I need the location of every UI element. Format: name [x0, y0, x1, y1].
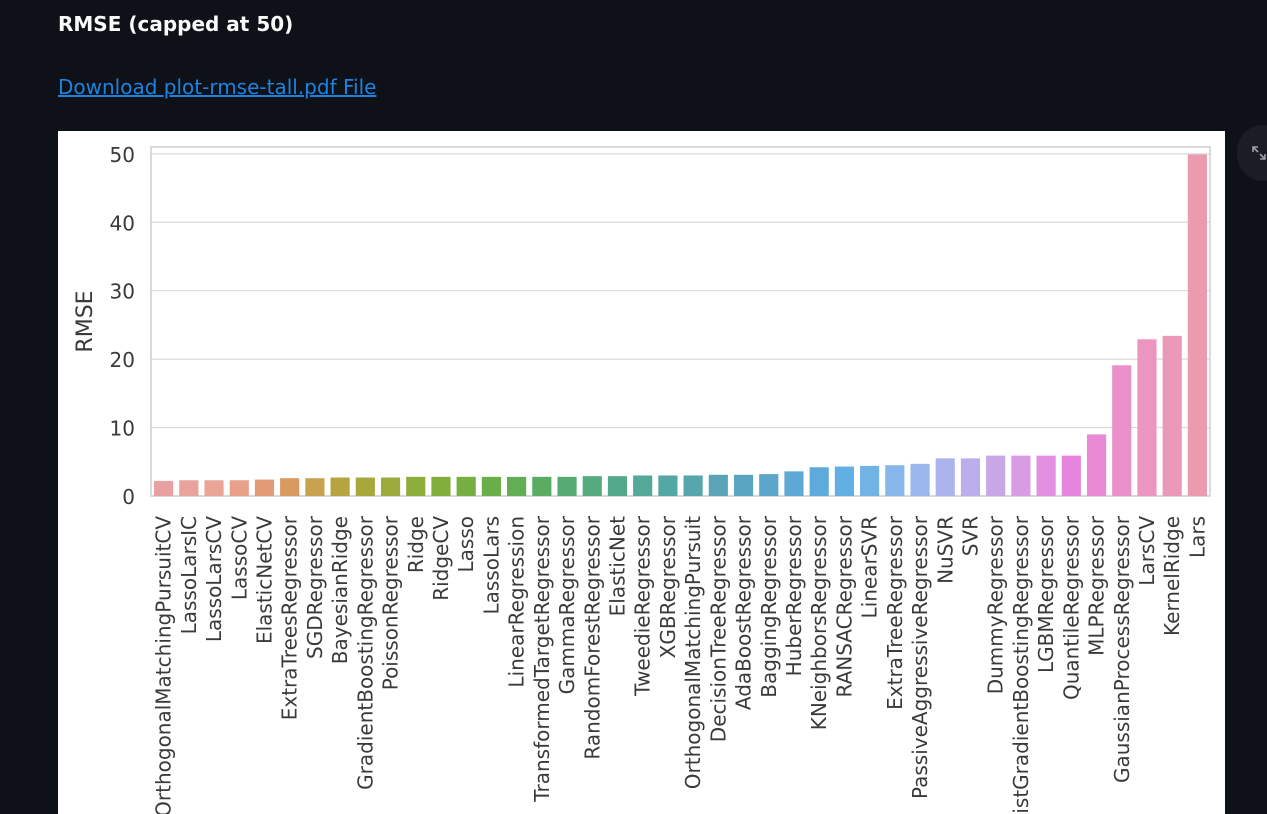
bar	[154, 480, 174, 496]
y-tick-label: 40	[110, 211, 135, 235]
bar	[1036, 455, 1056, 496]
expand-glyph	[1252, 146, 1266, 160]
x-tick-label: HuberRegressor	[782, 515, 806, 676]
x-tick-label: Lars	[1185, 516, 1209, 558]
bar	[1061, 455, 1081, 496]
x-tick-label: LinearSVR	[858, 516, 882, 619]
download-pdf-link[interactable]: Download plot-rmse-tall.pdf File	[58, 75, 377, 99]
x-tick-label: SGDRegressor	[303, 515, 327, 659]
section-heading: RMSE (capped at 50)	[58, 12, 294, 36]
x-tick-label: RidgeCV	[429, 516, 453, 601]
x-tick-label: TransformedTargetRegressor	[530, 515, 554, 803]
bar	[860, 465, 880, 496]
plot-area-border	[150, 146, 1211, 497]
x-tick-label: KNeighborsRegressor	[807, 515, 831, 730]
bar	[809, 467, 829, 496]
bar	[960, 458, 981, 496]
x-tick-label: ExtraTreesRegressor	[278, 515, 302, 720]
bar	[380, 477, 401, 496]
x-tick-label: LGBMRegressor	[1034, 515, 1058, 673]
bar	[683, 475, 703, 496]
x-tick-label: ExtraTreeRegressor	[883, 515, 907, 710]
y-tick-label: 50	[110, 143, 135, 167]
x-tick-label: LinearRegression	[505, 516, 529, 688]
x-tick-label: SVR	[958, 516, 982, 556]
bar	[330, 477, 350, 496]
x-tick-label: LassoLarsCV	[202, 516, 226, 642]
x-tick-label: RandomForestRegressor	[580, 515, 604, 759]
x-tick-label: GaussianProcessRegressor	[1110, 515, 1134, 783]
chart-canvas: 0 10 20 30 40 50 RMSE OrthogonalMatchingPursuit…	[73, 143, 1211, 814]
bar	[280, 478, 300, 496]
bar	[1187, 154, 1207, 496]
bar	[582, 476, 602, 496]
x-tick-label: KernelRidge	[1160, 516, 1184, 636]
x-tick-label: DecisionTreeRegressor	[706, 515, 730, 742]
bar	[733, 474, 754, 496]
x-tick-label: GammaRegressor	[555, 515, 579, 694]
bar	[1086, 434, 1107, 496]
y-tick-label: 0	[122, 485, 135, 509]
x-tick-label: OrthogonalMatchingPursuit	[681, 516, 705, 789]
bar	[406, 476, 426, 496]
y-axis-label: RMSE	[73, 290, 98, 352]
bar	[935, 458, 955, 496]
bar	[507, 476, 527, 496]
bar	[1162, 335, 1182, 496]
bar	[658, 475, 678, 496]
x-tick-label: LarsCV	[1135, 516, 1159, 586]
x-tick-label: DummyRegressor	[984, 515, 1008, 694]
x-tick-label: TweedieRegressor	[631, 515, 655, 697]
bar	[229, 480, 249, 496]
y-tick-label: 10	[110, 417, 135, 441]
bar	[1137, 339, 1157, 496]
x-tick-label: Lasso	[454, 516, 478, 572]
x-tick-label: ElasticNetCV	[252, 516, 276, 644]
x-tick-label: HistGradientBoostingRegressor	[1009, 515, 1033, 814]
bar	[557, 476, 577, 496]
bar	[456, 476, 476, 496]
expand-icon[interactable]	[1237, 125, 1267, 181]
x-tick-label: QuantileRegressor	[1059, 515, 1083, 700]
x-tick-label: PassiveAggressiveRegressor	[908, 515, 932, 799]
bar	[355, 477, 375, 496]
bar	[431, 476, 451, 496]
x-tick-label: LassoCV	[227, 516, 251, 600]
x-tick-label: XGBRegressor	[656, 515, 680, 658]
x-tick-label: NuSVR	[933, 516, 957, 584]
rmse-bar-chart: 0 10 20 30 40 50 RMSE OrthogonalMatchingPursuit…	[58, 131, 1225, 814]
bar	[1011, 455, 1031, 496]
x-tick-label: GradientBoostingRegressor	[353, 515, 377, 790]
x-tick-label: ElasticNet	[605, 516, 629, 617]
bar	[708, 474, 728, 496]
bar	[1112, 365, 1132, 496]
bar	[305, 478, 325, 496]
x-tick-label: MLPRegressor	[1085, 515, 1109, 656]
x-tick-label: BayesianRidge	[328, 516, 352, 664]
bar	[784, 471, 804, 496]
y-tick-label: 20	[110, 348, 135, 372]
x-tick-label: LassoLarsIC	[177, 516, 201, 634]
bar	[986, 455, 1006, 496]
bar	[885, 465, 905, 496]
bar	[532, 476, 552, 496]
bar	[633, 475, 653, 496]
bar	[254, 479, 275, 496]
x-tick-label: BaggingRegressor	[757, 515, 781, 697]
x-tick-label: OrthogonalMatchingPursuitCV	[152, 516, 176, 814]
x-tick-label: LassoLars	[479, 516, 503, 615]
bar	[759, 474, 779, 496]
bar	[607, 476, 628, 496]
bar	[204, 480, 224, 496]
x-tick-label: Ridge	[404, 516, 428, 573]
bar	[834, 466, 854, 496]
bar	[910, 463, 930, 496]
x-tick-label: PoissonRegressor	[379, 515, 403, 690]
x-tick-label: AdaBoostRegressor	[732, 515, 756, 710]
x-tick-label: RANSACRegressor	[832, 515, 856, 697]
y-tick-label: 30	[110, 280, 135, 304]
bar	[179, 480, 199, 496]
bar	[481, 476, 501, 496]
